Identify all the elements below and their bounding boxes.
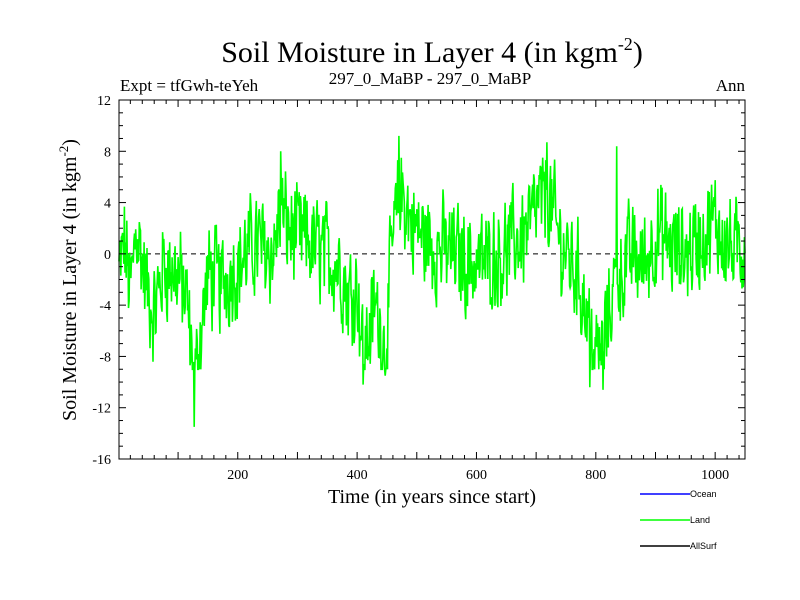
y-tick-label: 4 xyxy=(104,197,111,212)
y-tick-label: 12 xyxy=(97,94,111,109)
season-label: Ann xyxy=(716,76,746,95)
y-tick-label: -16 xyxy=(92,453,111,468)
y-tick-label: -8 xyxy=(99,350,111,365)
legend-label-land: Land xyxy=(690,515,710,525)
x-tick-label: 800 xyxy=(585,468,606,483)
y-tick-label: 0 xyxy=(104,248,111,263)
plot-area: 12 8 4 0 -4 -8 -12 -16 200 400 600 800 1000 xyxy=(92,94,746,483)
y-tick-label: -4 xyxy=(99,299,111,314)
legend: Ocean Land AllSurf xyxy=(640,489,717,551)
y-tick-label: -12 xyxy=(92,402,111,417)
y-tick-label: 8 xyxy=(104,145,111,160)
legend-label-ocean: Ocean xyxy=(690,489,717,499)
x-tick-label: 600 xyxy=(466,468,487,483)
x-axis-label: Time (in years since start) xyxy=(328,486,536,508)
experiment-label: Expt = tfGwh-teYeh xyxy=(120,76,259,95)
chart-title: Soil Moisture in Layer 4 (in kgm-2) xyxy=(221,34,643,69)
x-tick-label: 400 xyxy=(347,468,368,483)
legend-label-allsurf: AllSurf xyxy=(690,541,717,551)
x-tick-label: 1000 xyxy=(701,468,729,483)
period-label: 297_0_MaBP - 297_0_MaBP xyxy=(329,69,531,88)
y-axis-label: Soil Moisture in Layer 4 (in kgm-2) xyxy=(56,139,81,421)
series-line-land xyxy=(118,135,746,427)
x-tick-label: 200 xyxy=(227,468,248,483)
